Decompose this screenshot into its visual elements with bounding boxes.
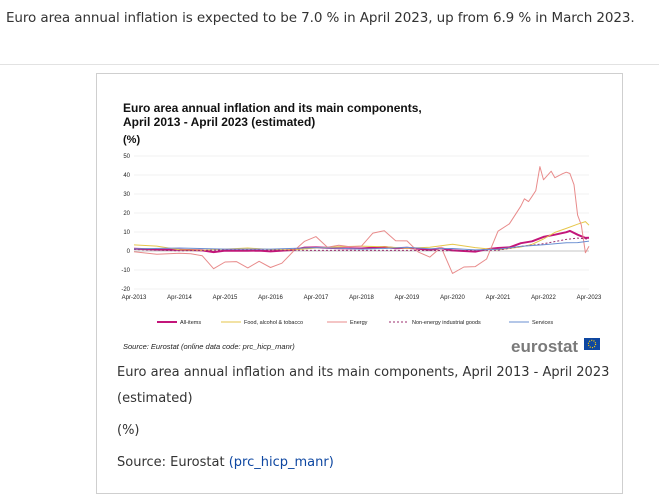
figure-source: Source: Eurostat (prc_hicp_manr) <box>117 450 617 476</box>
chart-image: Euro area annual inflation and its main … <box>121 101 602 356</box>
chart-frame <box>96 73 623 494</box>
grid <box>134 155 589 290</box>
y-tick-label: 40 <box>123 173 130 179</box>
series-line <box>133 166 590 274</box>
x-tick-label: Apr-2022 <box>531 295 556 301</box>
x-tick-label: Apr-2023 <box>577 295 602 301</box>
y-tick-label: 50 <box>123 154 130 160</box>
legend-label: Non-energy industrial goods <box>412 320 481 326</box>
x-tick-label: Apr-2015 <box>213 295 238 301</box>
legend-label: Energy <box>350 320 368 326</box>
y-tick-label: -10 <box>121 268 130 274</box>
y-tick-label: 20 <box>123 211 130 217</box>
legend-label: Food, alcohol & tobacco <box>244 320 303 326</box>
series-lines <box>133 166 590 274</box>
x-tick-label: Apr-2019 <box>395 295 420 301</box>
y-tick-label: -20 <box>121 287 130 293</box>
source-link[interactable]: (prc_hicp_manr) <box>228 455 334 470</box>
series-line <box>133 237 590 252</box>
x-tick-label: Apr-2013 <box>122 295 147 301</box>
legend: All-items Food, alcohol & tobacco Energy No… <box>157 320 553 326</box>
x-tick-label: Apr-2017 <box>304 295 329 301</box>
divider <box>0 64 659 65</box>
figure-caption: Euro area annual inflation and its main … <box>117 365 610 406</box>
chart-source-note: Source: Eurostat (online data code: prc_… <box>123 342 295 351</box>
chart-title-line2: April 2013 - April 2023 (estimated) <box>123 115 315 129</box>
y-tick-label: 10 <box>123 230 130 236</box>
legend-label: All-items <box>180 320 201 326</box>
x-tick-label: Apr-2014 <box>167 295 192 301</box>
eurostat-logo-text: eurostat <box>511 337 578 356</box>
series-line <box>133 240 590 251</box>
y-tick-label: 0 <box>127 249 131 255</box>
y-tick-label: 30 <box>123 192 130 198</box>
source-prefix: Source: Eurostat <box>117 455 229 470</box>
chart-unit: (%) <box>123 134 140 146</box>
chart-title-line1: Euro area annual inflation and its main … <box>123 101 422 115</box>
eurostat-logo: eurostat <box>511 337 600 356</box>
x-tick-label: Apr-2016 <box>258 295 283 301</box>
legend-label: Services <box>532 320 553 326</box>
intro-text: Euro area annual inflation is expected t… <box>6 10 635 26</box>
x-tick-label: Apr-2018 <box>349 295 374 301</box>
x-tick-label: Apr-2020 <box>440 295 465 301</box>
figure-unit: (%) <box>117 423 140 438</box>
x-tick-label: Apr-2021 <box>486 295 511 301</box>
eu-flag-icon <box>584 338 600 350</box>
eu-flag-stars-icon <box>587 339 597 349</box>
axes: 50 40 30 20 10 0 -10 -20 Apr-2013 Apr-2014 Apr-201… <box>121 154 602 301</box>
